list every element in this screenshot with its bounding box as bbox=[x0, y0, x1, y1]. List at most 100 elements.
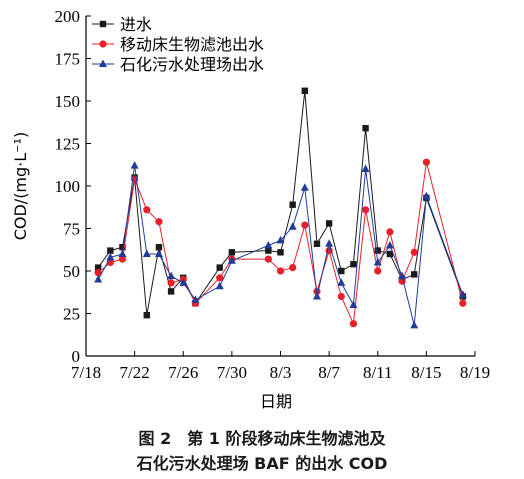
data-point bbox=[143, 312, 150, 319]
y-axis-ticks: 0 25 50 75 100 125 150 175 200 bbox=[55, 7, 91, 366]
data-point bbox=[288, 222, 297, 230]
data-point bbox=[337, 292, 345, 301]
data-point bbox=[216, 274, 224, 282]
data-point bbox=[94, 269, 102, 277]
legend-label: 进水 bbox=[120, 15, 152, 34]
legend-marker bbox=[99, 59, 107, 67]
data-point bbox=[350, 261, 357, 268]
data-point bbox=[179, 278, 188, 286]
legend-label: 石化污水处理场出水 bbox=[120, 55, 264, 74]
y-axis-title: COD/(mg·L⁻¹) bbox=[11, 132, 30, 241]
data-point bbox=[312, 292, 321, 300]
data-point bbox=[374, 267, 382, 275]
y-tick-label: 125 bbox=[55, 135, 81, 154]
data-point bbox=[313, 240, 321, 247]
data-point bbox=[385, 241, 394, 249]
data-point bbox=[458, 290, 467, 298]
data-point bbox=[301, 221, 309, 229]
data-point bbox=[264, 241, 273, 249]
y-tick-label: 100 bbox=[55, 177, 81, 196]
data-point bbox=[277, 249, 284, 256]
data-point bbox=[373, 258, 382, 266]
data-point bbox=[361, 206, 370, 214]
cod-line-chart: 0 25 50 75 100 125 150 175 200 7/18 7/22 7/26 7/30 8… bbox=[11, 7, 490, 411]
x-axis-title: 日期 bbox=[260, 392, 292, 411]
data-point bbox=[143, 206, 151, 214]
data-point bbox=[289, 264, 297, 272]
data-point bbox=[410, 320, 419, 329]
legend-item-1: 进水 bbox=[92, 15, 152, 34]
data-point bbox=[227, 256, 236, 264]
data-point bbox=[338, 267, 345, 275]
x-tick-label: 8/3 bbox=[270, 363, 292, 382]
data-point bbox=[300, 183, 309, 191]
data-point bbox=[107, 247, 114, 254]
data-point bbox=[265, 247, 272, 254]
series-line-1 bbox=[97, 90, 464, 316]
data-point bbox=[119, 244, 126, 251]
data-point bbox=[374, 247, 381, 254]
data-point bbox=[325, 239, 334, 247]
data-point bbox=[106, 252, 115, 261]
data-point bbox=[228, 249, 236, 256]
y-tick-label: 50 bbox=[63, 262, 80, 281]
data-point bbox=[130, 161, 139, 169]
x-tick-label: 8/11 bbox=[363, 363, 393, 382]
y-tick-label: 0 bbox=[72, 347, 81, 366]
series-3 bbox=[94, 161, 467, 329]
x-axis-ticks: 7/18 7/22 7/26 7/30 8/3 8/7 8/11 8/15 8/19 bbox=[71, 351, 490, 382]
x-tick-label: 7/18 bbox=[71, 363, 101, 382]
data-point bbox=[94, 275, 103, 283]
x-tick-label: 8/7 bbox=[318, 363, 340, 382]
figure-caption-line-1: 图 2 第 1 阶段移动床生物滤池及 bbox=[138, 429, 386, 448]
data-point bbox=[142, 249, 151, 257]
x-tick-label: 7/26 bbox=[168, 363, 198, 382]
series-1 bbox=[94, 87, 467, 319]
data-point bbox=[276, 235, 285, 244]
data-point bbox=[459, 299, 467, 307]
y-tick-label: 200 bbox=[55, 7, 81, 26]
data-point bbox=[215, 281, 224, 290]
data-point bbox=[410, 248, 418, 256]
data-point bbox=[411, 271, 418, 278]
data-point bbox=[362, 125, 369, 132]
data-point bbox=[301, 87, 309, 94]
legend-marker bbox=[99, 20, 107, 28]
figure-caption-line-2: 石化污水处理场 BAF 的出水 COD bbox=[136, 454, 388, 473]
y-tick-label: 175 bbox=[55, 50, 81, 69]
data-point bbox=[361, 164, 370, 172]
data-point bbox=[216, 264, 223, 271]
data-point bbox=[337, 278, 346, 286]
data-point bbox=[264, 255, 272, 263]
x-tick-label: 8/15 bbox=[411, 363, 441, 382]
data-point bbox=[155, 244, 163, 251]
data-point bbox=[289, 201, 296, 208]
x-tick-label: 8/19 bbox=[460, 363, 490, 382]
data-point bbox=[191, 295, 200, 303]
legend-label: 移动床生物滤池出水 bbox=[120, 35, 264, 54]
data-point bbox=[155, 218, 163, 226]
data-point bbox=[154, 249, 163, 257]
data-point bbox=[398, 271, 407, 280]
data-point bbox=[167, 288, 175, 295]
x-tick-label: 7/30 bbox=[217, 363, 247, 382]
data-point bbox=[118, 249, 127, 257]
series-layer bbox=[94, 87, 467, 329]
data-point bbox=[349, 300, 358, 308]
y-tick-label: 150 bbox=[55, 92, 81, 111]
legend-marker bbox=[99, 40, 107, 48]
legend-item-3: 石化污水处理场出水 bbox=[92, 55, 264, 74]
data-point bbox=[276, 267, 285, 275]
y-tick-label: 25 bbox=[63, 305, 80, 324]
data-point bbox=[118, 255, 127, 263]
data-point bbox=[422, 191, 431, 200]
data-point bbox=[422, 158, 430, 166]
data-point bbox=[167, 279, 175, 287]
data-point bbox=[94, 264, 102, 271]
data-point bbox=[386, 228, 394, 236]
data-point bbox=[167, 271, 176, 280]
y-tick-label: 75 bbox=[63, 220, 80, 239]
x-tick-label: 7/22 bbox=[120, 363, 150, 382]
series-line-3 bbox=[97, 165, 464, 326]
